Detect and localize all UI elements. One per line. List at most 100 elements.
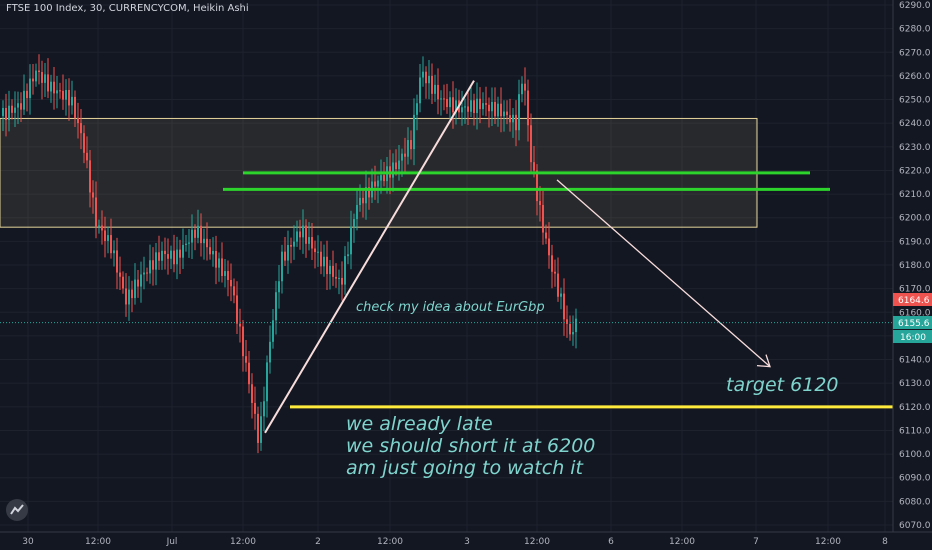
candle-body — [491, 101, 493, 112]
candle-body — [221, 258, 223, 276]
price-tick-label: 6200.0 — [899, 214, 931, 224]
trend-line[interactable] — [264, 80, 475, 434]
note-line-3: am just going to watch it — [346, 457, 585, 479]
target-arrow[interactable] — [556, 179, 771, 368]
candle-body — [395, 162, 397, 170]
candle-body — [557, 273, 559, 297]
candle-body — [518, 94, 520, 131]
candle-body — [284, 251, 286, 261]
candle-body — [92, 192, 94, 198]
candle-body — [527, 90, 529, 126]
candle-body — [29, 78, 31, 99]
candle-body — [446, 98, 448, 108]
candle-body — [38, 70, 40, 73]
last-price-tag — [893, 293, 932, 306]
note-line-2: we should short it at 6200 — [346, 435, 595, 457]
candle-body — [296, 231, 298, 242]
time-tick-label: Jul — [166, 537, 178, 547]
candle-body — [479, 98, 481, 110]
time-tick-label: 8 — [882, 537, 888, 547]
candle-body — [449, 97, 451, 108]
candle-body — [158, 252, 160, 261]
candle-body — [380, 175, 382, 181]
last-price-value: 6164.6 — [898, 296, 930, 306]
price-tick-label: 6070.0 — [899, 521, 931, 531]
candle-body — [473, 100, 475, 114]
candle-body — [323, 256, 325, 267]
candle-body — [11, 105, 13, 113]
idea-note: check my idea about EurGbp — [356, 300, 545, 315]
candle-body — [524, 83, 526, 91]
candle-body — [260, 416, 262, 443]
candle-body — [8, 105, 10, 121]
candle-body — [503, 111, 505, 117]
candle-body — [251, 384, 253, 403]
candle-body — [338, 277, 340, 279]
candle-body — [536, 170, 538, 202]
candle-body — [329, 265, 331, 275]
candle-body — [437, 84, 439, 100]
candles — [2, 54, 577, 454]
target-label: target 6120 — [726, 374, 839, 396]
candle-body — [392, 162, 394, 178]
candle-body — [350, 226, 352, 255]
candle-body — [269, 341, 271, 363]
candle-body — [170, 250, 172, 259]
price-tick-label: 6100.0 — [899, 450, 931, 460]
candle-body — [62, 90, 64, 100]
candle-body — [497, 103, 499, 117]
candle-body — [422, 71, 424, 78]
price-axis[interactable]: 6070.0 6080.0 6090.0 6100.0 6110.0 6120.0 6130… — [899, 1, 931, 531]
candle-body — [500, 103, 502, 117]
candle-body — [188, 242, 190, 244]
tradingview-logo[interactable] — [6, 499, 28, 521]
candle-body — [197, 225, 199, 238]
candle-body — [515, 114, 517, 131]
candle-body — [20, 103, 22, 110]
candle-body — [194, 229, 196, 238]
time-axis[interactable]: 30 12:00 Jul 12:00 2 12:00 3 12:00 6 12:00 7 12:00 8 — [22, 537, 888, 547]
candle-body — [104, 230, 106, 241]
candle-body — [407, 140, 409, 157]
price-tick-label: 6110.0 — [899, 426, 931, 436]
candle-body — [440, 98, 442, 100]
candle-body — [56, 90, 58, 94]
candle-body — [278, 281, 280, 293]
candle-body — [179, 249, 181, 258]
candle-body — [131, 289, 133, 299]
candle-body — [521, 83, 523, 95]
candle-body — [509, 115, 511, 123]
price-tick-label: 6080.0 — [899, 497, 931, 507]
candle-body — [272, 320, 274, 342]
candle-body — [254, 402, 256, 414]
candle-body — [227, 271, 229, 280]
candle-body — [299, 231, 301, 238]
candle-body — [53, 81, 55, 94]
candle-body — [287, 245, 289, 261]
candle-body — [110, 235, 112, 254]
price-tick-label: 6250.0 — [899, 96, 931, 106]
candle-body — [32, 78, 34, 82]
candle-body — [410, 140, 412, 150]
candle-body — [149, 260, 151, 274]
candle-body — [41, 72, 43, 83]
candle-body — [416, 103, 418, 115]
candle-body — [107, 235, 109, 241]
candle-body — [77, 117, 79, 124]
candle-body — [335, 276, 337, 279]
candle-body — [431, 75, 433, 94]
time-tick-label: 30 — [22, 537, 34, 547]
candle-body — [50, 81, 52, 92]
time-tick-label: 2 — [315, 537, 321, 547]
candle-body — [512, 114, 514, 123]
candle-body — [47, 74, 49, 92]
candle-body — [224, 271, 226, 276]
candle-body — [359, 197, 361, 206]
candle-body — [23, 90, 25, 110]
price-tick-label: 6230.0 — [899, 143, 931, 153]
price-tick-label: 6290.0 — [899, 1, 931, 11]
candle-body — [317, 251, 319, 253]
candle-body — [545, 232, 547, 239]
candle-body — [206, 238, 208, 248]
